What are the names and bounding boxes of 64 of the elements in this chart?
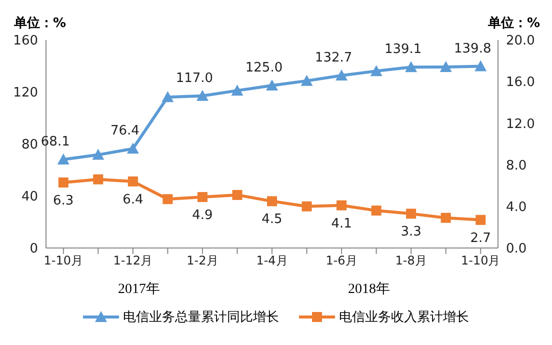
point [93,174,104,184]
point [266,80,278,90]
point [232,190,242,200]
y2-tick-label: 0.0 [506,242,527,257]
x-tick-label: 1-4月 [256,254,288,268]
point [57,153,70,164]
data-label: 6.4 [122,192,144,208]
data-label: 68.1 [40,134,70,150]
point [300,74,313,86]
point [336,69,348,80]
data-label: 4.1 [331,216,352,232]
data-label: 125.0 [245,60,283,76]
point [162,91,174,102]
x-tick-label: 1-6月 [326,254,358,268]
data-label: 2.7 [470,230,491,246]
legend-label: 电信业务收入累计增长 [338,309,469,326]
x-tick-label: 1-8月 [395,254,427,268]
point [196,90,208,101]
point [267,196,277,206]
point [474,60,487,72]
point [126,142,139,154]
point [336,200,347,210]
point [92,148,104,160]
data-label: 139.8 [454,41,492,56]
y-tick-label: 0 [30,242,38,257]
point [302,201,312,212]
y2-tick-label: 4.0 [506,200,527,216]
data-label: 4.5 [262,212,282,228]
x-tick-label: 1-2月 [186,254,218,268]
data-label: 132.7 [314,50,352,66]
legend-label: 电信业务总量累计同比增长 [122,309,279,326]
point [405,61,418,72]
y-tick-label: 160 [13,34,38,49]
y-tick-label: 80 [21,138,38,153]
text: 2018年 [348,280,390,298]
y2-tick-label: 20.0 [506,34,535,49]
y2-axis-title: 单位：% [488,15,540,32]
y-axis-title: 单位：% [14,15,66,32]
x-tick-label: 1-10月 [461,254,500,268]
point [370,65,382,76]
data-label: 139.1 [384,42,422,58]
point [231,84,244,96]
point [440,212,451,223]
data-label: 6.3 [53,193,74,208]
point [162,194,173,204]
y2-tick-label: 8.0 [506,158,527,174]
point [197,192,208,202]
point [371,206,382,216]
point [440,61,452,72]
y-tick-label: 120 [13,86,38,101]
text: 2017年 [118,280,160,298]
x-tick-label: 1-12月 [113,254,153,268]
y2-tick-label: 16.0 [506,75,535,90]
x-tick-label: 1-10月 [44,254,83,268]
data-label: 76.4 [110,124,140,139]
y-tick-label: 40 [21,190,38,205]
point [476,214,486,225]
data-label: 4.9 [192,208,213,224]
point [406,208,416,219]
point [58,177,68,188]
y2-tick-label: 12.0 [506,116,535,132]
point [128,176,138,186]
data-label: 117.0 [176,70,214,86]
data-label: 3.3 [400,224,422,240]
